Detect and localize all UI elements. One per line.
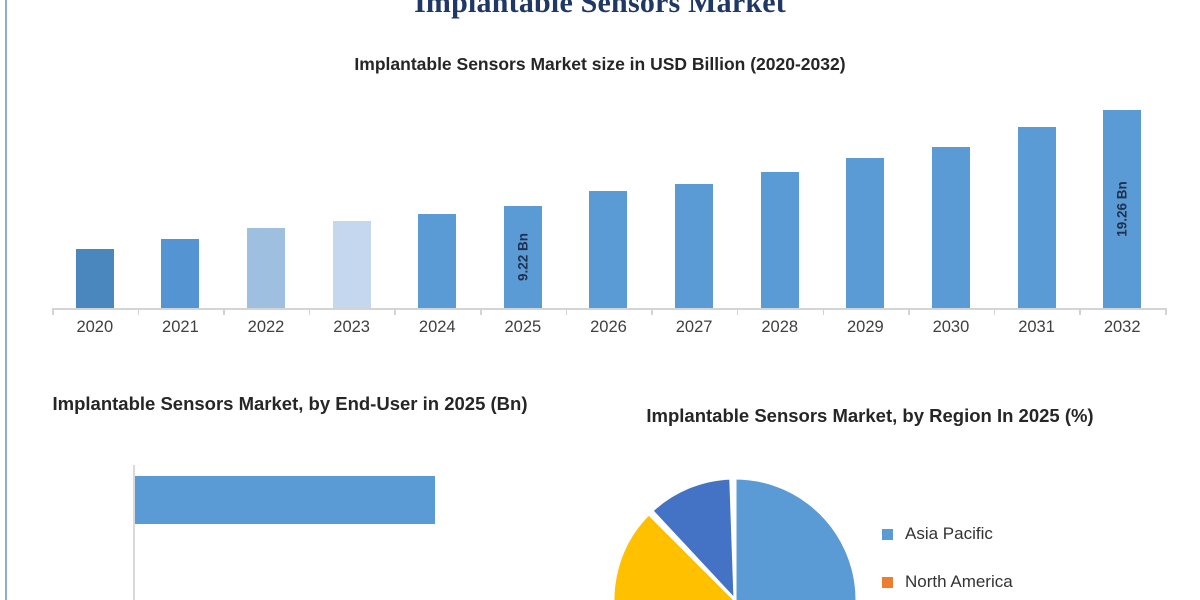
column-category-label-2026: 2026 [590, 318, 627, 336]
column-category-label-2023: 2023 [333, 318, 370, 336]
column-slot-2030 [908, 76, 994, 308]
legend-swatch-icon [882, 576, 893, 588]
column-bar-2027[interactable] [675, 184, 714, 308]
end-user-bar-chart: Implantable Sensors Market, by End-User … [0, 388, 590, 600]
pie-slice-fourth[interactable] [649, 476, 737, 600]
column-slot-2021 [138, 76, 224, 308]
column-axis-tick [736, 308, 739, 315]
pie-slices [611, 476, 859, 600]
column-axis-tick [565, 308, 568, 315]
column-slot-2026 [566, 76, 652, 308]
column-chart-title: Implantable Sensors Market size in USD B… [354, 54, 846, 74]
pie-legend-item-north-america[interactable]: North America [882, 558, 1013, 600]
column-category-label-2027: 2027 [675, 318, 713, 336]
column-category-label-2028: 2028 [761, 318, 799, 336]
column-bar-2032[interactable]: 19.26 Bn [1103, 110, 1142, 308]
column-slot-2027 [651, 76, 737, 308]
column-bar-2030[interactable] [931, 146, 970, 308]
column-slot-2022 [223, 76, 309, 308]
column-bar-2021[interactable] [161, 238, 200, 308]
market-size-column-chart: Implantable Sensors Market size in USD B… [0, 46, 1200, 366]
column-category-label-2022: 2022 [247, 318, 285, 336]
column-axis-tick [1079, 308, 1081, 315]
column-axis-tick [308, 308, 311, 315]
left-border-rule [5, 0, 7, 600]
column-bar-2026[interactable] [589, 190, 628, 308]
column-bar-2020[interactable] [75, 248, 114, 308]
pie-legend-label: Asia Pacific [905, 524, 993, 543]
column-slot-2029 [823, 76, 909, 308]
column-category-label-2020: 2020 [76, 318, 114, 336]
pie-legend-label: North America [905, 572, 1013, 591]
column-category-label-2030: 2030 [932, 318, 970, 336]
pie-legend-item-asia-pacific[interactable]: Asia Pacific [882, 510, 1013, 558]
column-axis-tick [394, 308, 396, 315]
column-bar-2022[interactable] [247, 228, 286, 308]
column-axis-tick [993, 308, 996, 315]
column-bar-2031[interactable] [1017, 126, 1056, 308]
column-category-label-2024: 2024 [418, 318, 456, 336]
column-axis-tick [822, 308, 825, 315]
column-slot-2023 [309, 76, 395, 308]
column-bar-2024[interactable] [418, 214, 457, 308]
pie-slice-third[interactable] [611, 511, 737, 600]
column-bar-2023[interactable] [332, 220, 371, 308]
column-axis-tick [651, 308, 653, 315]
column-bar-2025[interactable]: 9.22 Bn [503, 206, 542, 308]
end-user-bar-clinics[interactable] [135, 476, 435, 524]
column-chart-plot-area: 9.22 Bn 19.26 Bn [52, 76, 1165, 308]
column-category-label-2025: 2025 [504, 318, 542, 336]
column-axis-tick [1165, 308, 1167, 315]
column-slot-2025: 9.22 Bn [480, 76, 566, 308]
column-slot-2028 [737, 76, 823, 308]
column-bar-2028[interactable] [760, 172, 799, 308]
column-category-label-2021: 2021 [162, 318, 199, 336]
column-axis-tick [908, 308, 910, 315]
region-chart-title: Implantable Sensors Market, by Region In… [646, 405, 1094, 426]
column-slot-2020 [52, 76, 138, 308]
column-bar-2029[interactable] [846, 157, 885, 308]
column-category-label-2032: 2032 [1103, 318, 1141, 336]
page-title: Implantable Sensors Market [414, 0, 786, 19]
column-axis-tick [137, 308, 140, 315]
legend-swatch-icon [882, 528, 893, 540]
column-category-label-2031: 2031 [1018, 318, 1055, 336]
pie-legend: Asia Pacific North America [882, 510, 1013, 600]
column-axis-tick [480, 308, 482, 315]
pie-graphic [600, 468, 870, 600]
column-axis-tick [223, 308, 225, 315]
column-category-label-2029: 2029 [846, 318, 884, 336]
end-user-chart-title: Implantable Sensors Market, by End-User … [52, 393, 528, 414]
column-slot-2031 [994, 76, 1080, 308]
column-bar-value-2032: 19.26 Bn [1114, 181, 1130, 237]
column-bar-value-2025: 9.22 Bn [515, 233, 531, 282]
column-chart-axis-line [52, 308, 1165, 310]
end-user-axis-line [133, 465, 135, 600]
column-slot-2024 [394, 76, 480, 308]
column-axis-tick [52, 308, 54, 315]
column-slot-2032: 19.26 Bn [1079, 76, 1165, 308]
pie-slice-asia-pacific[interactable] [733, 476, 859, 600]
region-pie-chart: Implantable Sensors Market, by Region In… [600, 400, 1200, 600]
